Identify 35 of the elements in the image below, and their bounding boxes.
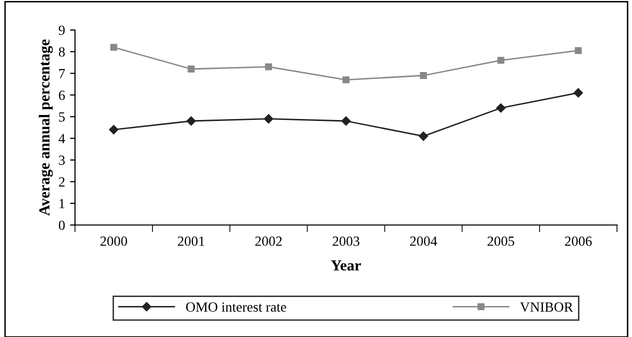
point	[574, 47, 582, 54]
legend-label: OMO interest rate	[186, 302, 286, 312]
y-tick-label: 5	[59, 112, 65, 122]
legend-label: VNIBOR	[520, 302, 574, 312]
y-axis-title: Average annual percentage	[38, 39, 53, 216]
point	[497, 56, 504, 64]
x-tick-label: 2003	[332, 236, 360, 246]
x-axis-title: Year	[331, 260, 361, 271]
x-tick-label: 2000	[100, 236, 128, 246]
x-tick-label: 2001	[178, 236, 204, 246]
point	[420, 72, 427, 79]
y-tick-label: 6	[58, 90, 65, 100]
x-tick-label: 2002	[255, 236, 282, 246]
y-tick-label: 7	[59, 69, 65, 78]
point	[496, 103, 506, 113]
x-tick-label: 2006	[565, 236, 592, 246]
point	[110, 44, 118, 51]
point	[265, 63, 272, 70]
x-tick-label: 2005	[488, 236, 514, 246]
point	[341, 116, 351, 126]
y-tick-label: 0	[58, 220, 65, 230]
point	[342, 76, 350, 84]
point	[109, 125, 118, 134]
y-tick-label: 1	[60, 198, 64, 208]
point	[574, 88, 583, 98]
point	[186, 116, 196, 126]
point	[418, 132, 428, 141]
point	[188, 66, 195, 72]
y-tick-label: 3	[58, 156, 65, 165]
y-tick-label: 8	[58, 47, 65, 57]
point	[264, 114, 274, 124]
x-tick-label: 2004	[410, 236, 438, 246]
y-tick-label: 2	[58, 177, 65, 186]
y-tick-label: 9	[58, 26, 65, 35]
y-tick-label: 4	[58, 134, 66, 144]
